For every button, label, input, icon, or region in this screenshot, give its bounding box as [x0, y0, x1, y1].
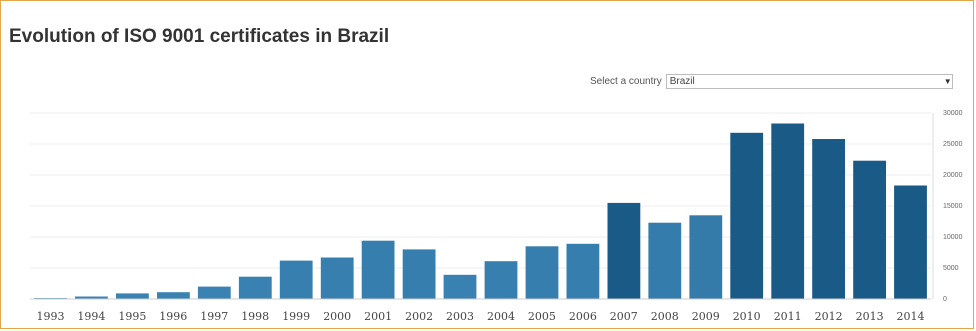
x-tick-label: 2006 — [569, 310, 597, 323]
bar-1994[interactable] — [75, 296, 108, 300]
bar-2000[interactable] — [320, 257, 354, 300]
country-select-label: Select a country — [590, 75, 662, 87]
bar-1997[interactable] — [197, 286, 231, 299]
bar-2007[interactable] — [607, 202, 641, 299]
x-tick-label: 2007 — [610, 310, 638, 323]
y-tick-label: 0 — [943, 296, 947, 303]
x-tick-label: 2004 — [487, 310, 515, 323]
country-select-value: Brazil — [669, 75, 695, 87]
y-tick-label: 30000 — [943, 110, 963, 117]
dropdown-arrow-icon[interactable]: ▼ — [943, 76, 952, 86]
x-tick-label: 1995 — [118, 310, 146, 323]
x-tick-label: 1996 — [159, 310, 187, 323]
x-tick-label: 1997 — [200, 310, 228, 323]
x-tick-label: 2010 — [733, 310, 761, 323]
x-tick-label: 2001 — [364, 310, 392, 323]
bar-2009[interactable] — [689, 215, 723, 299]
x-tick-label: 1993 — [37, 310, 65, 323]
bar-2008[interactable] — [648, 222, 682, 299]
country-select[interactable]: Brazil ▼ — [665, 73, 953, 89]
bar-1995[interactable] — [116, 293, 149, 299]
x-tick-label: 2014 — [897, 310, 925, 323]
bar-2014[interactable] — [894, 185, 927, 300]
bar-2011[interactable] — [771, 123, 805, 300]
bar-1998[interactable] — [238, 276, 272, 299]
y-tick-label: 20000 — [943, 172, 963, 179]
x-tick-label: 2003 — [446, 310, 474, 323]
bar-2004[interactable] — [484, 261, 518, 299]
bar-2002[interactable] — [402, 249, 436, 299]
x-tick-label: 1994 — [77, 310, 105, 323]
y-tick-label: 10000 — [943, 234, 963, 241]
x-tick-label: 2009 — [692, 310, 720, 323]
x-tick-label: 2000 — [323, 310, 351, 323]
bar-2013[interactable] — [853, 160, 886, 299]
x-tick-label: 1998 — [241, 310, 269, 323]
bar-2003[interactable] — [443, 274, 477, 299]
x-tick-label: 2013 — [856, 310, 884, 323]
x-tick-label: 2012 — [815, 310, 843, 323]
bar-2010[interactable] — [730, 132, 764, 299]
bar-1999[interactable] — [279, 260, 313, 299]
bar-2006[interactable] — [566, 243, 600, 299]
x-tick-label: 1999 — [282, 310, 310, 323]
country-select-group: Select a country Brazil ▼ — [590, 72, 953, 90]
x-tick-label: 2002 — [405, 310, 433, 323]
y-tick-label: 15000 — [943, 203, 963, 210]
x-tick-label: 2011 — [774, 310, 802, 323]
x-tick-label: 2008 — [651, 310, 679, 323]
bar-2005[interactable] — [525, 246, 559, 299]
page-title: Evolution of ISO 9001 certificates in Br… — [9, 26, 390, 47]
y-tick-label: 25000 — [943, 141, 963, 148]
x-tick-label: 2005 — [528, 310, 556, 323]
bar-1996[interactable] — [157, 292, 190, 299]
bar-2001[interactable] — [361, 240, 395, 299]
bar-2012[interactable] — [812, 139, 845, 299]
y-tick-label: 5000 — [943, 265, 959, 272]
